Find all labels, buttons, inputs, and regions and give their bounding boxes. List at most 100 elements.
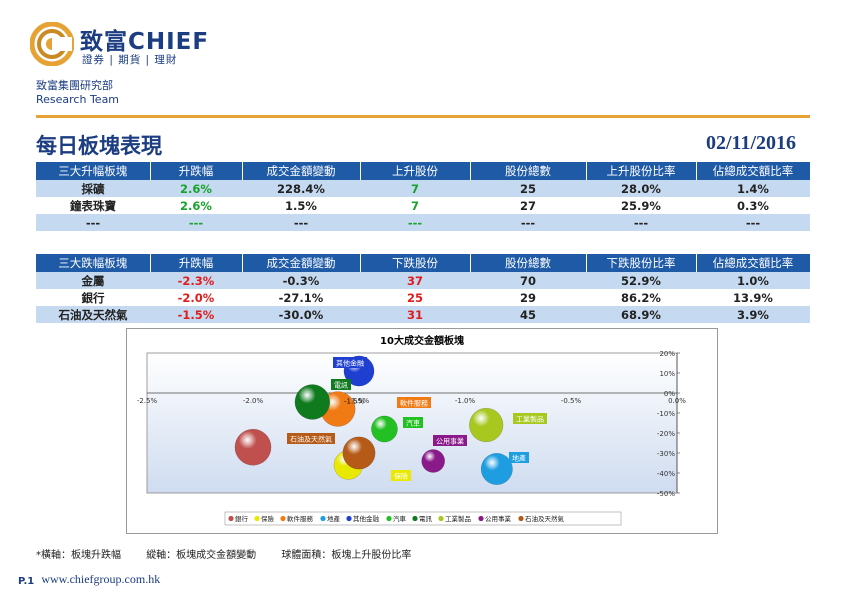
department-en: Research Team [36, 93, 120, 106]
legend-marker [412, 515, 418, 522]
bubble-chart: 10大成交金額板塊 -2.5% -2.0% -1.5% -1.0% -0.5% 0.0% 2… [126, 328, 718, 534]
sector-name: --- [36, 214, 150, 231]
table-row: 銀行 -2.0% -27.1% 25 29 86.2% 13.9% [36, 289, 810, 306]
falling-count-cell: 25 [360, 289, 470, 306]
point-label: -1.5% [344, 398, 365, 406]
sector-name: 鐘表珠寶 [36, 197, 150, 214]
legend-marker [280, 515, 286, 522]
total-count-cell: 70 [470, 272, 586, 289]
legend-marker [478, 515, 484, 522]
point-label-box [403, 417, 423, 428]
falling-ratio-cell: 52.9% [586, 272, 696, 289]
rising-count-cell: --- [360, 214, 470, 231]
legend-entry: 工業製品 [445, 514, 471, 523]
top-losers-table: 三大跌幅板塊 升跌幅 成交金額變動 下跌股份 股份總數 下跌股份比率 佔總成交額… [36, 254, 811, 323]
table-row: 採礦 2.6% 228.4% 7 25 28.0% 1.4% [36, 180, 810, 197]
rising-count-cell: 7 [360, 180, 470, 197]
point-label-box [397, 397, 431, 408]
total-count-cell: 25 [470, 180, 586, 197]
sector-name: 銀行 [36, 289, 150, 306]
bubble-9 [421, 449, 445, 473]
table-row: 石油及天然氣 -1.5% -30.0% 31 45 68.9% 3.9% [36, 306, 810, 323]
rising-ratio-cell: 28.0% [586, 180, 696, 197]
x-tick-label: 0.0% [668, 397, 686, 405]
point-label-box [333, 357, 367, 368]
point-label: 公用事業 [436, 437, 464, 446]
bubble-8 [469, 407, 504, 443]
point-label: 電訊 [334, 381, 348, 390]
col-header: 佔總成交額比率 [696, 254, 811, 272]
company-logo: 致富CHIEF 證券 | 期貨 | 理財 [30, 20, 240, 70]
turnover-share-cell: 3.9% [696, 306, 810, 323]
y-tick-label: 0% [664, 390, 675, 398]
col-header: 上升股份比率 [586, 162, 697, 180]
y-tick-label: -50% [657, 490, 675, 498]
website-link[interactable]: www.chiefgroup.com.hk [41, 572, 161, 586]
point-label-box [509, 452, 529, 463]
col-header: 成交金額變動 [242, 162, 361, 180]
turnover-share-cell: 0.3% [696, 197, 810, 214]
turnover-share-cell: 13.9% [696, 289, 810, 306]
y-tick-label: -20% [657, 430, 675, 438]
rising-ratio-cell: --- [586, 214, 696, 231]
y-tick-label: -40% [657, 470, 675, 478]
point-label: 地產 [512, 454, 526, 463]
top-gainers-table: 三大升幅板塊 升跌幅 成交金額變動 上升股份 股份總數 上升股份比率 佔總成交額… [36, 162, 811, 231]
col-header: 三大升幅板塊 [36, 162, 151, 180]
legend-entry: 地產 [327, 514, 341, 523]
point-label-box [331, 379, 351, 390]
table-row: 鐘表珠寶 2.6% 1.5% 7 27 25.9% 0.3% [36, 197, 810, 214]
table-header-row: 三大升幅板塊 升跌幅 成交金額變動 上升股份 股份總數 上升股份比率 佔總成交額… [36, 162, 811, 180]
x-tick-label: -1.0% [455, 397, 476, 405]
change-cell: --- [150, 214, 242, 231]
y-tick-label: 20% [659, 350, 675, 358]
page-footer: P.1 www.chiefgroup.com.hk [18, 568, 160, 587]
y-tick-label: -30% [657, 450, 675, 458]
legend-entry: 石油及天然氣 [525, 514, 565, 523]
turnover-change-cell: -30.0% [242, 306, 360, 323]
x-tick-label: -2.5% [137, 397, 158, 405]
turnover-share-cell: 1.4% [696, 180, 810, 197]
turnover-share-cell: 1.0% [696, 272, 810, 289]
change-cell: -2.3% [150, 272, 242, 289]
point-label: 軟件服務 [400, 399, 428, 408]
total-count-cell: --- [470, 214, 586, 231]
table-row: 金屬 -2.3% -0.3% 37 70 52.9% 1.0% [36, 272, 810, 289]
legend-entry: 汽車 [393, 514, 407, 523]
turnover-change-cell: -0.3% [242, 272, 360, 289]
col-header: 上升股份 [360, 162, 471, 180]
rising-count-cell: 7 [360, 197, 470, 214]
footnote-size: 球體面積：板塊上升股份比率 [281, 550, 412, 561]
col-header: 升跌幅 [150, 254, 243, 272]
change-cell: 2.6% [150, 197, 242, 214]
col-header: 下跌股份 [360, 254, 471, 272]
bubble-6 [371, 415, 398, 443]
col-header: 升跌幅 [150, 162, 243, 180]
x-tick-label: -0.5% [561, 397, 582, 405]
page-title: 每日板塊表現 [36, 133, 162, 158]
point-label-box [287, 433, 335, 444]
falling-count-cell: 37 [360, 272, 470, 289]
chart-legend: 銀行 保險 軟件服務 地產 其他金融 汽車 電訊 工業製品 公用事業 石油及天然氣 [224, 511, 622, 526]
sector-name: 金屬 [36, 272, 150, 289]
bubble-4 [480, 453, 513, 485]
total-count-cell: 45 [470, 306, 586, 323]
change-cell: -1.5% [150, 306, 242, 323]
legend-marker [438, 515, 444, 522]
turnover-change-cell: -27.1% [242, 289, 360, 306]
point-label-box [391, 470, 411, 481]
turnover-change-cell: 228.4% [242, 180, 360, 197]
table-header-row: 三大跌幅板塊 升跌幅 成交金額變動 下跌股份 股份總數 下跌股份比率 佔總成交額… [36, 254, 811, 272]
logo-swirl-icon [30, 22, 74, 66]
turnover-share-cell: --- [696, 214, 810, 231]
total-count-cell: 29 [470, 289, 586, 306]
legend-entry: 軟件服務 [287, 514, 314, 523]
falling-ratio-cell: 68.9% [586, 306, 696, 323]
legend-box [224, 511, 622, 526]
footnote-x-axis: *橫軸：板塊升跌幅 [36, 550, 121, 561]
point-label: 汽車 [406, 419, 420, 428]
col-header: 三大跌幅板塊 [36, 254, 151, 272]
bubble-chart-svg: 10大成交金額板塊 -2.5% -2.0% -1.5% -1.0% -0.5% 0.0% 2… [137, 334, 686, 526]
point-label: 保險 [394, 472, 408, 481]
legend-entry: 電訊 [419, 514, 433, 523]
